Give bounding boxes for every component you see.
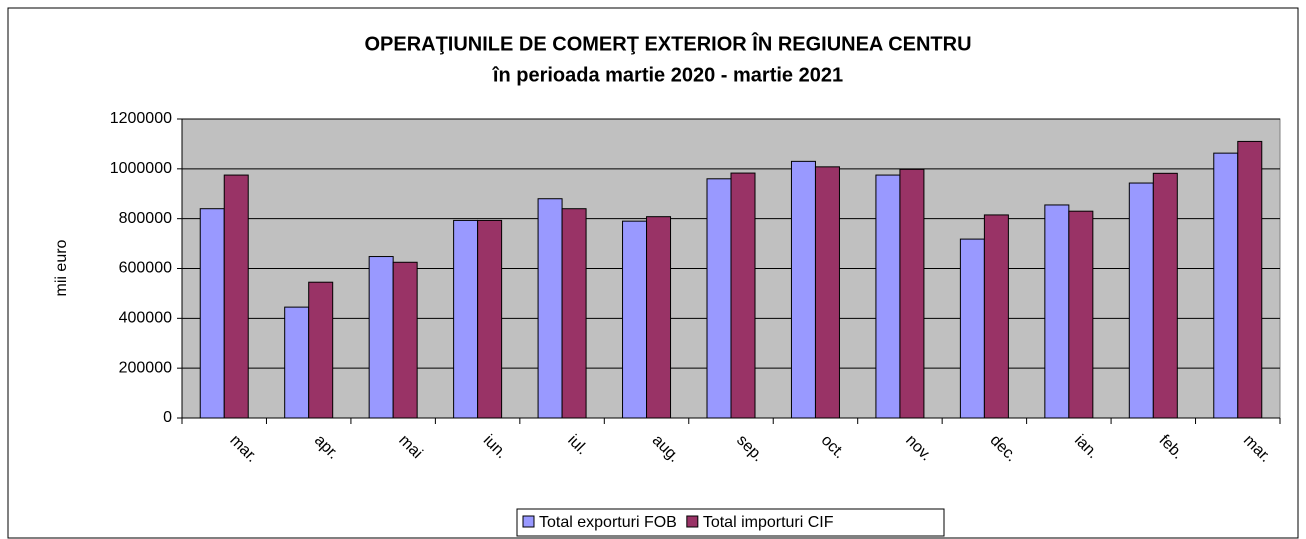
bar [959, 238, 985, 419]
y-tick-label: 1200000 [110, 110, 172, 127]
bar [1068, 210, 1094, 419]
bar [561, 208, 587, 419]
y-axis-label: mii euro [53, 239, 70, 296]
bar [814, 166, 840, 419]
chart-subtitle: în perioada martie 2020 - martie 2021 [492, 64, 843, 86]
y-tick-label: 800000 [119, 210, 172, 227]
bar [477, 219, 503, 419]
bar [1237, 140, 1263, 419]
bar [875, 174, 901, 419]
legend-label: Total exporturi FOB [539, 514, 677, 531]
legend-swatch [522, 515, 535, 528]
bar [223, 174, 249, 419]
legend-label: Total importuri CIF [703, 514, 834, 531]
y-tick-label: 600000 [119, 260, 172, 277]
bar [1044, 204, 1070, 419]
bar [790, 160, 816, 419]
bar [899, 168, 925, 419]
legend-swatch [686, 515, 699, 528]
chart-title: OPERAŢIUNILE DE COMERŢ EXTERIOR ÎN REGIU… [364, 31, 971, 55]
bar [706, 178, 732, 419]
bar [537, 198, 563, 419]
bar [646, 216, 672, 419]
bar [1128, 182, 1154, 419]
bar [1152, 172, 1178, 419]
bar [199, 208, 225, 419]
y-tick-label: 400000 [119, 310, 172, 327]
y-tick-label: 200000 [119, 359, 172, 376]
bar [392, 261, 418, 419]
bar [983, 214, 1009, 419]
bar [453, 219, 479, 419]
y-tick-label: 1000000 [110, 160, 172, 177]
y-tick-label: 0 [163, 409, 172, 426]
bar [308, 281, 334, 419]
bar [1213, 152, 1239, 419]
bar [730, 172, 756, 419]
legend-box [516, 508, 945, 537]
bar [284, 306, 310, 419]
bar [368, 256, 394, 419]
bar [622, 220, 648, 419]
